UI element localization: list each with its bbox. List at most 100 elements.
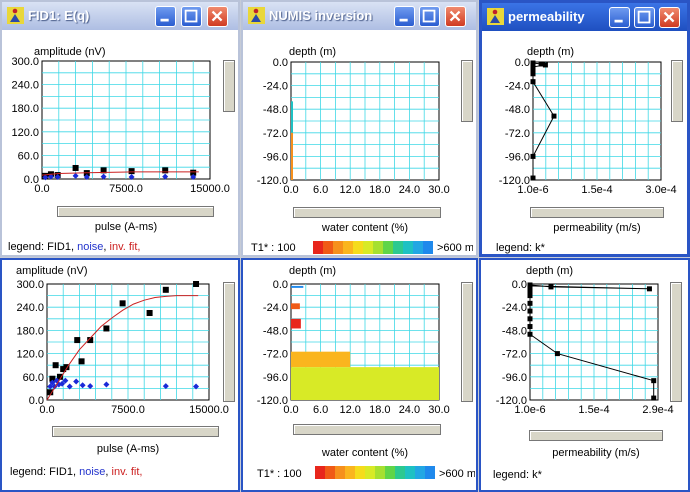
x-tick-label: 12.0 xyxy=(339,404,360,416)
y-tick-label: -96.0 xyxy=(502,372,527,384)
x-tick-label: 15000.0 xyxy=(189,404,229,416)
x-tick-label: 0.0 xyxy=(34,183,49,195)
x-tick-label: 7500.0 xyxy=(109,183,143,195)
color-swatch xyxy=(385,466,395,479)
permeability-point xyxy=(646,286,652,292)
water-layer-bar xyxy=(291,285,304,288)
legend-comma: , xyxy=(103,241,110,253)
noise-point xyxy=(162,383,169,390)
permeability-point xyxy=(548,284,554,290)
permeability-point xyxy=(530,64,536,70)
y-tick-label: -96.0 xyxy=(263,372,288,384)
minimize-button[interactable] xyxy=(155,6,176,27)
maximize-button[interactable] xyxy=(181,6,202,27)
permeability-title-bar[interactable]: permeability xyxy=(482,3,687,31)
maximize-button[interactable] xyxy=(634,7,655,28)
fid1-title-bar[interactable]: FID1: E(q) xyxy=(2,2,238,30)
vertical-scrollbar[interactable] xyxy=(223,60,235,112)
horizontal-scrollbar[interactable] xyxy=(57,206,214,217)
x-tick-label: 0.0 xyxy=(283,184,298,196)
noise-point xyxy=(79,382,86,389)
numis-title-bar[interactable]: NUMIS inversion xyxy=(243,2,476,30)
y-tick-label: 60.0 xyxy=(18,150,39,162)
noise-point xyxy=(49,379,56,386)
vertical-scrollbar[interactable] xyxy=(461,282,473,402)
y-tick-label: 180.0 xyxy=(16,325,44,337)
color-swatch xyxy=(423,241,433,254)
y-tick-label: -72.0 xyxy=(263,128,288,140)
x-tick-label: 12.0 xyxy=(339,184,360,196)
color-swatch xyxy=(405,466,415,479)
y-tick-label: -120.0 xyxy=(257,395,288,407)
permeability-point xyxy=(527,308,533,314)
maximize-button[interactable] xyxy=(419,6,440,27)
y-tick-label: 120.0 xyxy=(11,127,39,139)
permeability-point xyxy=(530,153,536,159)
color-swatch xyxy=(383,241,393,254)
water-layer-bar xyxy=(291,351,351,368)
vertical-scrollbar[interactable] xyxy=(670,282,682,402)
permeability-point xyxy=(651,395,657,401)
y-tick-label: -120.0 xyxy=(499,175,530,187)
color-swatch xyxy=(323,241,333,254)
y-tick-label: -72.0 xyxy=(505,128,530,140)
water-layer-bar xyxy=(291,101,293,133)
horizontal-scrollbar[interactable] xyxy=(293,207,441,218)
y-axis-label: depth (m) xyxy=(289,46,337,58)
noise-point xyxy=(62,377,69,384)
noise-point xyxy=(100,173,107,180)
permeability-point xyxy=(554,351,560,357)
data-point xyxy=(49,375,56,382)
noise-point xyxy=(87,383,94,390)
x-tick-label: 0.0 xyxy=(283,404,298,416)
t1-color-scale xyxy=(315,466,435,479)
close-button[interactable] xyxy=(445,6,466,27)
water-content-plot: 0.0-24.0-48.0-72.0-96.0-120.00.0 6.0 12.0 1… xyxy=(257,279,450,416)
y-tick-label: -24.0 xyxy=(505,81,530,93)
minimize-button[interactable] xyxy=(609,7,630,28)
vertical-scrollbar[interactable] xyxy=(671,60,683,122)
vertical-scrollbar[interactable] xyxy=(461,60,473,122)
color-swatch xyxy=(335,466,345,479)
x-axis-label: pulse (A-ms) xyxy=(94,221,158,233)
x-tick-label: 18.0 xyxy=(369,404,390,416)
noise-point xyxy=(128,174,135,181)
legend: legend: k* xyxy=(493,469,542,481)
data-point xyxy=(190,169,197,176)
numis-window-bottom: depth (m) 0.0 -24.0 -48.0 -72.0 -96.0 -120.0 0… xyxy=(241,258,478,492)
vertical-scrollbar[interactable] xyxy=(223,282,235,402)
legend-fit: inv. fit, xyxy=(109,241,141,253)
x-tick-label: 1.0e-6 xyxy=(514,404,545,416)
window-title: FID1: E(q) xyxy=(28,8,90,23)
horizontal-scrollbar[interactable] xyxy=(52,426,219,437)
y-tick-label: -24.0 xyxy=(263,302,288,314)
color-swatch xyxy=(343,241,353,254)
x-tick-label: 0.0 xyxy=(39,404,54,416)
data-point xyxy=(193,281,200,287)
legend: legend: FID1, noise, inv. fit, xyxy=(10,466,143,478)
horizontal-scrollbar[interactable] xyxy=(293,424,441,435)
close-button[interactable] xyxy=(207,6,228,27)
horizontal-scrollbar[interactable] xyxy=(529,430,663,441)
y-tick-label: 300.0 xyxy=(11,56,39,68)
close-button[interactable] xyxy=(659,7,680,28)
app-icon xyxy=(7,7,24,24)
noise-point xyxy=(83,174,90,181)
noise-point xyxy=(55,381,62,388)
data-point xyxy=(162,167,169,174)
x-axis-label: water content (%) xyxy=(321,222,409,234)
data-point xyxy=(162,286,169,293)
data-point xyxy=(60,366,67,373)
y-tick-label: 0.0 xyxy=(515,57,530,69)
permeability-point xyxy=(527,331,533,337)
minimize-button[interactable] xyxy=(394,6,415,27)
x-axis-label: pulse (A-ms) xyxy=(96,443,160,455)
noise-point xyxy=(103,381,110,388)
noise-point xyxy=(47,383,54,390)
y-tick-label: 0.0 xyxy=(29,395,44,407)
horizontal-scrollbar[interactable] xyxy=(530,207,664,218)
y-tick-label: 60.0 xyxy=(23,372,44,384)
t1-max-label: >600 m xyxy=(437,242,473,254)
color-swatch xyxy=(415,466,425,479)
y-tick-label: 240.0 xyxy=(11,80,39,92)
